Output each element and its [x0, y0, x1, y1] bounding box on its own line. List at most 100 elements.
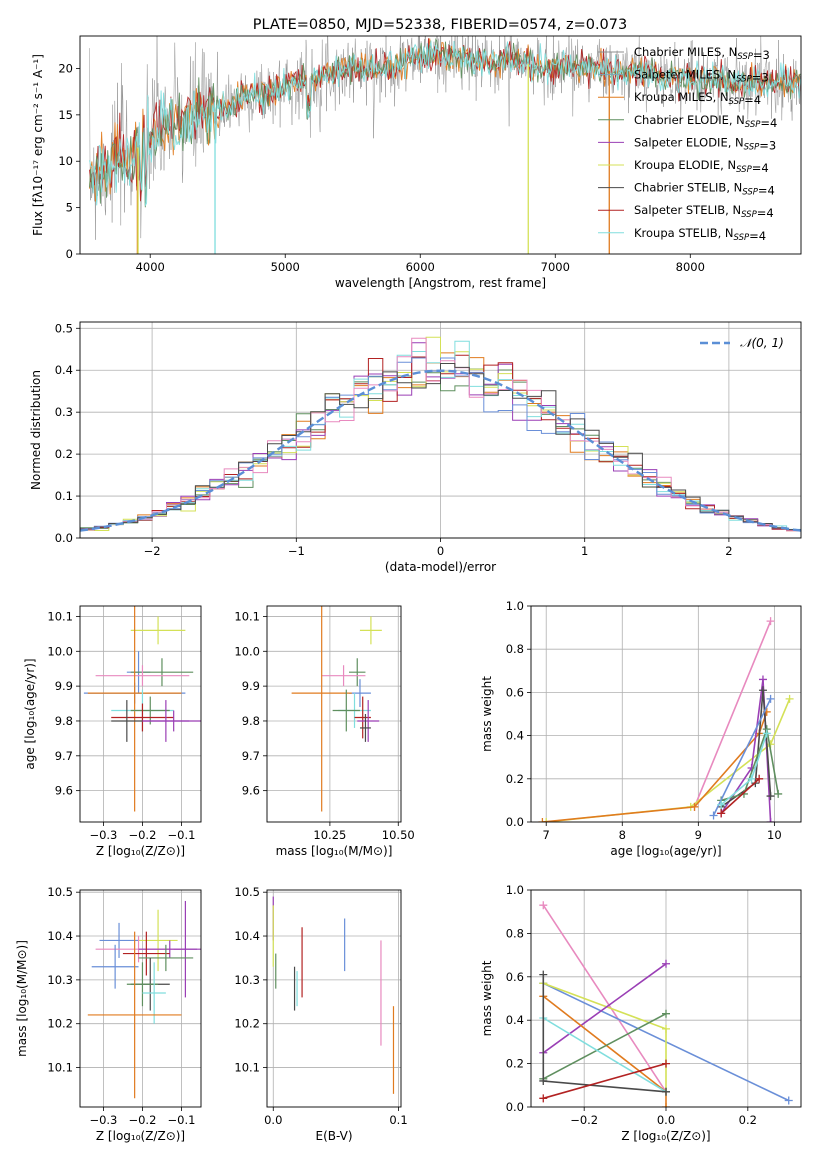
y-tick-label: 0.2	[55, 447, 73, 461]
errorbar-point	[99, 922, 139, 958]
y-tick-label: 10.1	[234, 609, 260, 623]
weight-marker	[717, 809, 726, 818]
errorbar-point	[359, 616, 382, 645]
errorbar-point	[126, 962, 159, 1007]
mass_vs_ebv-axes: 0.0 0.1 10.1 10.2 10.3 10.4 10.5 E(B-V)	[234, 885, 407, 1143]
errorbar-point	[142, 962, 166, 1024]
weight-series	[717, 774, 764, 818]
y-axis-label: mass [log₁₀(M/M⊙)]	[15, 940, 29, 1057]
weight-marker	[662, 1009, 670, 1018]
errorbar-point	[291, 606, 352, 812]
residuals-axes: −2 −1 0 1 2 0.0 0.1 0.2 0.3 0.4 0.5 (data-model)/er…	[29, 321, 802, 574]
x-axis-label: age [log₁₀(age/yr)]	[610, 844, 721, 858]
x-axis-label: Z [log₁₀(Z/Z⊙)]	[96, 844, 185, 858]
weight-marker	[762, 729, 771, 738]
y-tick-label: 10.1	[47, 609, 73, 623]
y-tick-label: 0.1	[55, 489, 73, 503]
weight-marker	[766, 792, 775, 801]
legend-entry: Salpeter ELODIE, NSSP=3	[634, 135, 776, 152]
legend-entry: Kroupa MILES, NSSP=4	[634, 90, 761, 107]
y-tick-label: 10.1	[47, 1061, 73, 1075]
axes-frame	[79, 889, 202, 1108]
y-tick-label: 0.2	[506, 772, 524, 786]
weight-marker	[709, 811, 718, 820]
y-tick-label: 20	[58, 61, 73, 75]
x-tick-label: −0.1	[168, 1113, 196, 1127]
weight_vs_z-axes: −0.2 0.0 0.2 0.0 0.2 0.4 0.6 0.8 1.0 Z [log₁₀(Z/Z…	[480, 883, 802, 1143]
y-tick-label: 15	[58, 108, 73, 122]
x-tick-label: −0.2	[570, 1113, 598, 1127]
weight-marker	[662, 1103, 670, 1107]
weight-marker	[766, 617, 775, 626]
y-tick-label: 10.3	[47, 973, 73, 987]
y-tick-label: 0	[66, 247, 73, 261]
y-tick-label: 10.5	[234, 885, 260, 899]
errorbar-point	[138, 944, 194, 972]
y-tick-label: 0.0	[506, 1100, 524, 1114]
x-tick-label: −0.3	[89, 1113, 117, 1127]
errorbar-point	[138, 909, 178, 972]
errorbar-point	[130, 696, 170, 725]
y-tick-label: 10	[58, 154, 73, 168]
errorbar-point	[111, 700, 143, 742]
legend-entry: 𝒩(0, 1)	[740, 336, 784, 350]
x-tick-label: 10	[767, 828, 782, 842]
x-axis-label: (data-model)/error	[385, 560, 496, 574]
x-tick-label: 0.0	[657, 1113, 675, 1127]
weight-line	[542, 963, 667, 1054]
weight-marker	[539, 1094, 548, 1103]
errorbar-point	[122, 931, 170, 976]
errorbar-point	[95, 665, 190, 687]
y-axis-label: Normed distribution	[29, 370, 43, 490]
weight-line	[712, 698, 772, 816]
weight-series	[539, 979, 670, 1096]
y-tick-label: 10.3	[234, 973, 260, 987]
weight-series	[690, 617, 775, 811]
errorbar-point	[87, 931, 182, 1099]
weight-marker	[784, 1096, 793, 1105]
y-tick-label: 9.7	[55, 749, 73, 763]
axes-frame	[79, 605, 202, 823]
y-tick-label: 9.8	[55, 714, 73, 728]
mass_vs_ebv-plot	[272, 896, 395, 1094]
normal-curve	[80, 369, 801, 532]
axes-frame	[530, 605, 802, 823]
weight-marker	[662, 1024, 670, 1033]
x-tick-label: −2	[144, 544, 161, 558]
weight-line	[693, 620, 772, 808]
age_vs_mass-plot	[291, 606, 382, 812]
y-tick-label: 10.4	[234, 929, 260, 943]
weight-marker	[539, 1076, 548, 1085]
weight-series	[538, 707, 771, 822]
y-tick-label: 10.2	[234, 1017, 260, 1031]
y-tick-label: 10.2	[47, 1017, 73, 1031]
weight-line	[720, 725, 779, 802]
x-tick-label: 6000	[406, 260, 435, 274]
age_vs_z-plot	[83, 606, 201, 812]
weight_vs_age-plot	[538, 617, 794, 822]
weight-series	[539, 1009, 670, 1083]
weight-series	[539, 901, 670, 1096]
errorbar-point	[111, 703, 174, 732]
spectrum-plot	[89, 36, 801, 254]
weight-marker	[785, 694, 794, 703]
mass_vs_z-plot	[87, 900, 201, 1099]
weight-marker	[539, 901, 548, 910]
errorbar-point	[357, 700, 380, 742]
spectrum-axes: 4000 5000 6000 7000 8000 0 5 10 15 20 wavelength […	[31, 35, 802, 290]
weight-series	[717, 725, 783, 805]
x-tick-label: 1	[581, 544, 588, 558]
y-tick-label: 9.9	[242, 679, 260, 693]
x-axis-label: Z [log₁₀(Z/Z⊙)]	[96, 1129, 185, 1143]
x-tick-label: 4000	[136, 260, 165, 274]
y-tick-label: 9.8	[242, 714, 260, 728]
weight-marker	[662, 1059, 670, 1068]
weight-line	[543, 1062, 667, 1100]
x-tick-label: 10.50	[382, 828, 415, 842]
weight-marker	[755, 774, 764, 783]
errorbar-point	[91, 944, 139, 989]
x-tick-label: 0.2	[739, 1113, 757, 1127]
y-tick-label: 0.3	[55, 405, 73, 419]
y-tick-label: 9.6	[55, 784, 73, 798]
chart-title: PLATE=0850, MJD=52338, FIBERID=0574, z=0…	[253, 17, 627, 33]
